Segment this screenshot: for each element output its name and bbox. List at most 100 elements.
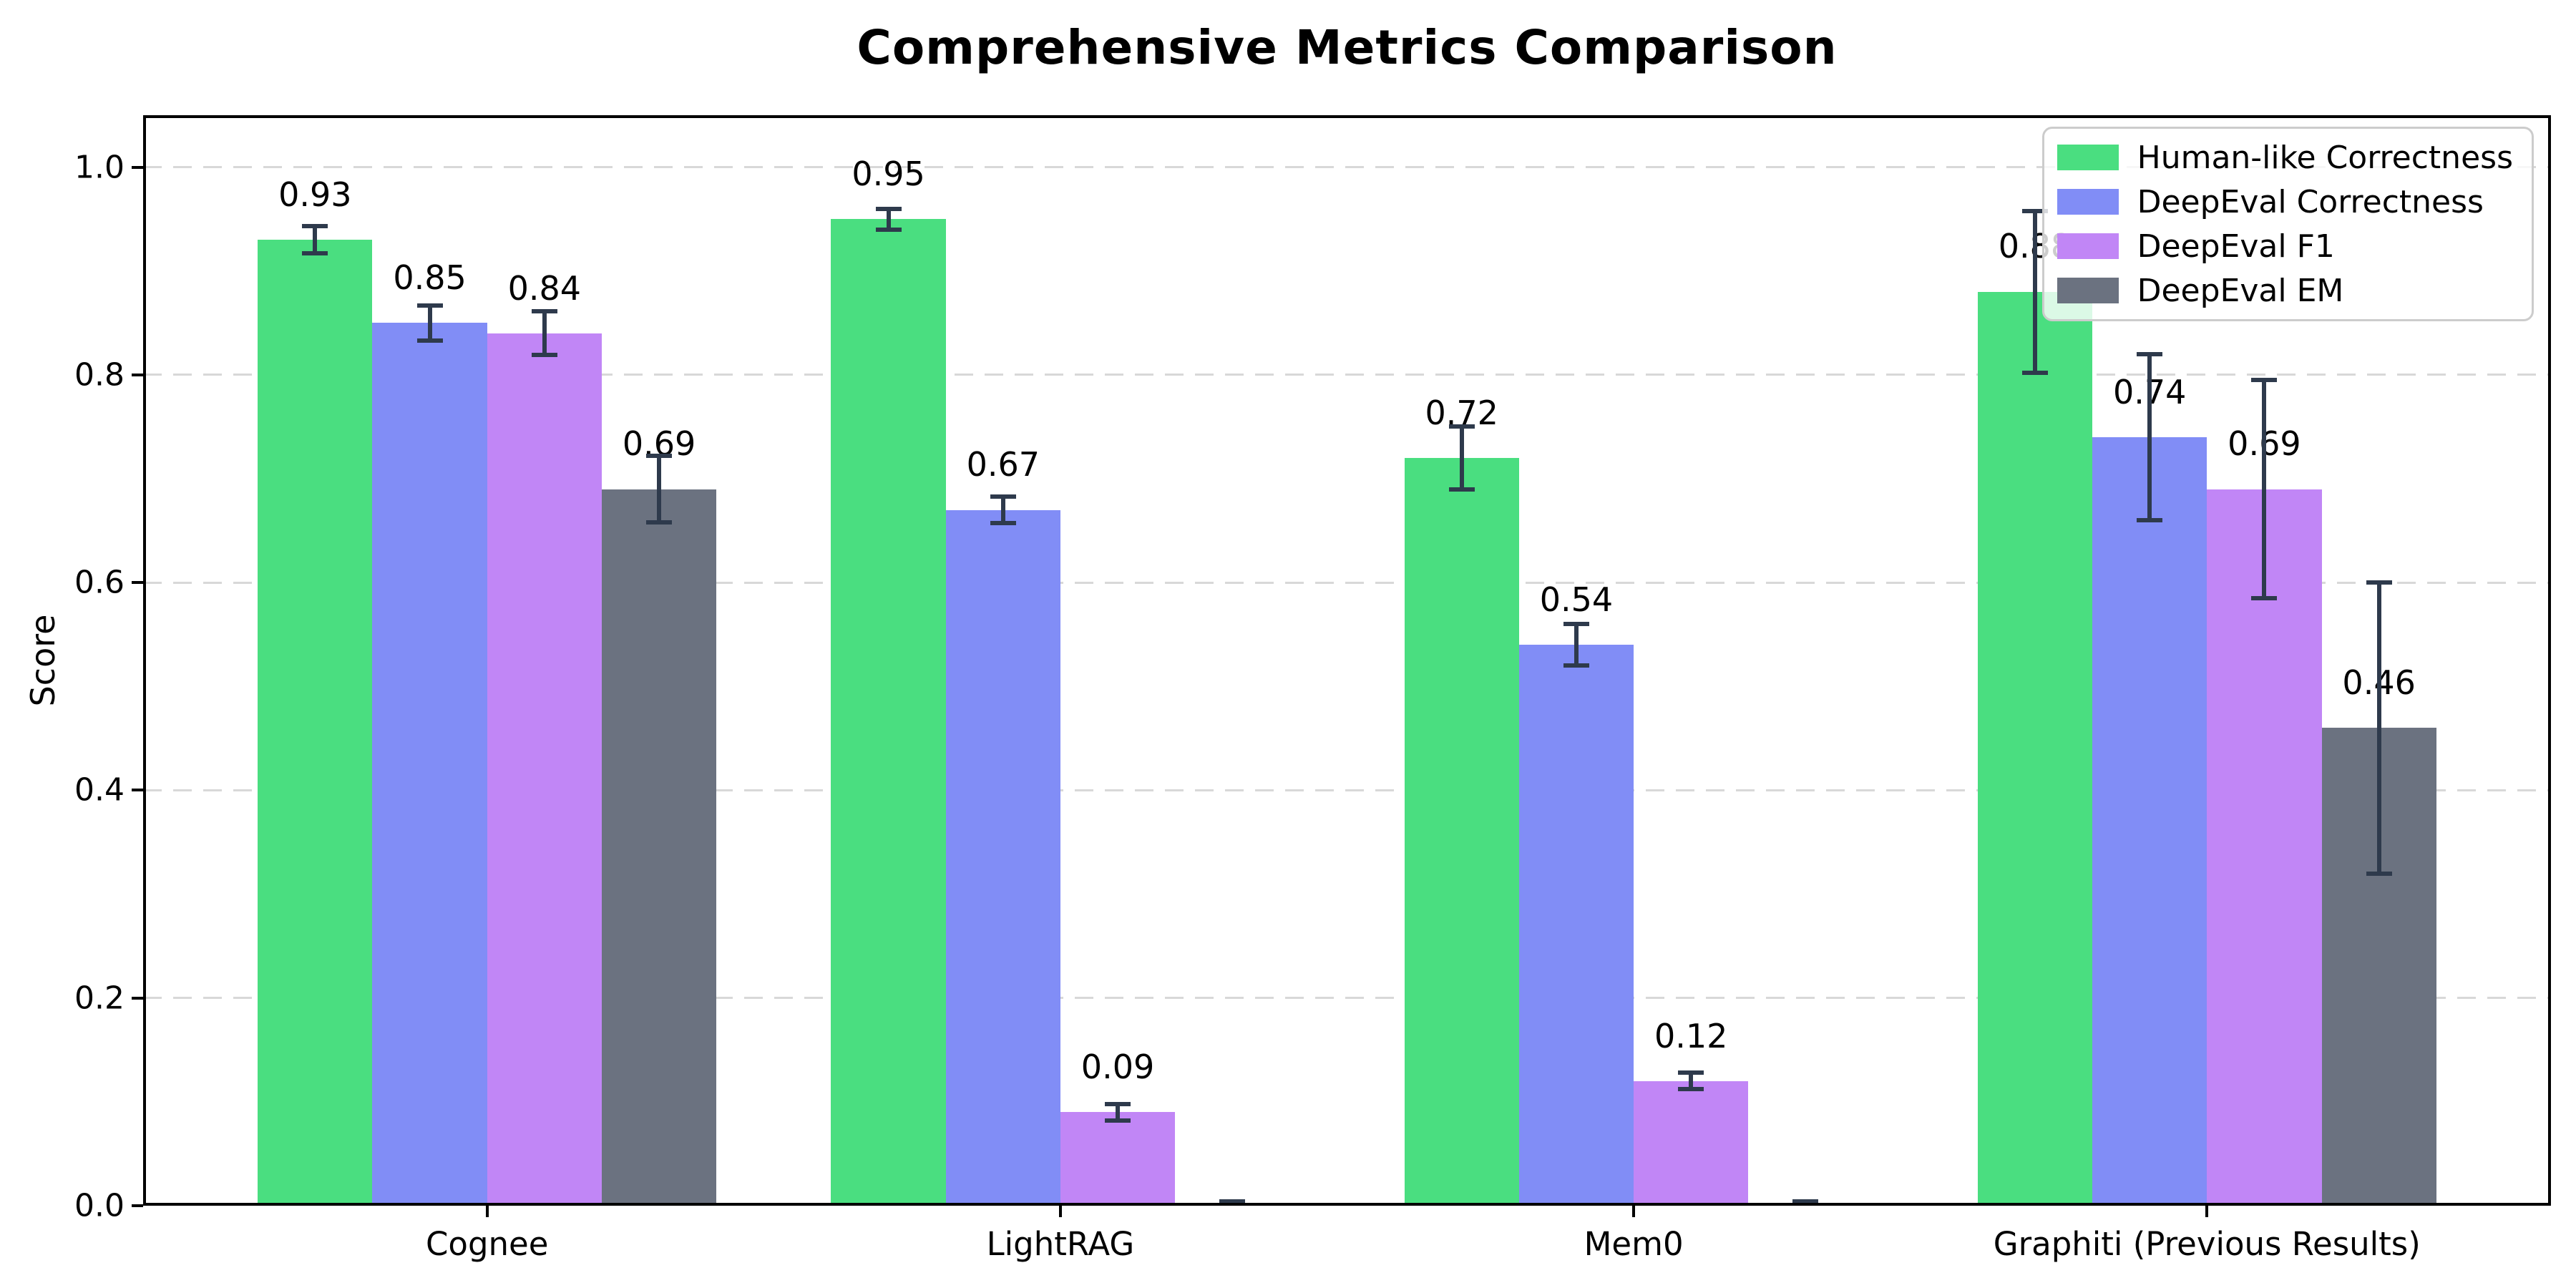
error-bar-cap bbox=[2366, 580, 2392, 585]
bar-value-label: 0.09 bbox=[1080, 1048, 1155, 1087]
error-bar bbox=[2262, 380, 2267, 598]
error-bar bbox=[2147, 353, 2152, 521]
bar bbox=[1060, 1112, 1176, 1206]
legend-item: Human-like Correctness bbox=[2057, 137, 2513, 177]
y-tick bbox=[132, 789, 143, 792]
error-bar-cap bbox=[1678, 1070, 1704, 1075]
x-tick bbox=[2205, 1206, 2209, 1217]
error-bar-cap bbox=[2021, 370, 2048, 375]
bar bbox=[2092, 436, 2207, 1206]
error-bar-cap bbox=[1792, 1199, 1819, 1204]
bar bbox=[1518, 645, 1634, 1206]
y-tick-label: 0.0 bbox=[74, 1187, 125, 1224]
error-bar-cap bbox=[875, 227, 902, 232]
bar bbox=[2207, 489, 2322, 1206]
chart-title: Comprehensive Metrics Comparison bbox=[857, 20, 1838, 75]
gridline bbox=[143, 789, 2551, 791]
error-bar-cap bbox=[2137, 351, 2163, 356]
legend-label: DeepEval EM bbox=[2137, 272, 2344, 309]
bar-value-label: 0.67 bbox=[966, 445, 1040, 484]
bar-value-label: 0.54 bbox=[1539, 580, 1614, 619]
bar-value-label: 0.85 bbox=[393, 258, 467, 297]
x-tick bbox=[1632, 1206, 1636, 1217]
error-bar-cap bbox=[1678, 1087, 1704, 1092]
bar-value-label: 0.12 bbox=[1654, 1016, 1728, 1055]
error-bar-cap bbox=[2021, 208, 2048, 213]
error-bar bbox=[1689, 1073, 1694, 1090]
x-tick-label: Graphiti (Previous Results) bbox=[1993, 1225, 2421, 1263]
legend-swatch bbox=[2057, 278, 2119, 303]
x-tick-label: Cognee bbox=[425, 1225, 549, 1263]
error-bar bbox=[427, 305, 432, 341]
error-bar-cap bbox=[416, 303, 443, 308]
error-bar-cap bbox=[1563, 622, 1589, 627]
y-tick-label: 0.6 bbox=[74, 564, 125, 601]
y-tick bbox=[132, 996, 143, 1000]
legend-swatch bbox=[2057, 233, 2119, 259]
error-bar-cap bbox=[1219, 1199, 1246, 1204]
legend-item: DeepEval F1 bbox=[2057, 226, 2513, 266]
bar bbox=[1977, 291, 2093, 1206]
axis-spine-top bbox=[143, 115, 2551, 118]
plot-area: Human-like Correctness DeepEval Correctne… bbox=[143, 115, 2551, 1206]
gridline bbox=[143, 166, 2551, 169]
error-bar-cap bbox=[2251, 378, 2278, 383]
bar bbox=[1404, 457, 1519, 1206]
gridline bbox=[143, 374, 2551, 376]
error-bar-cap bbox=[1448, 487, 1475, 492]
legend: Human-like Correctness DeepEval Correctne… bbox=[2041, 127, 2534, 321]
y-tick-label: 1.0 bbox=[74, 149, 125, 186]
x-tick-label: LightRAG bbox=[986, 1225, 1135, 1263]
gridline bbox=[143, 997, 2551, 1000]
legend-item: DeepEval Correctness bbox=[2057, 182, 2513, 222]
y-tick-label: 0.8 bbox=[74, 356, 125, 394]
bar bbox=[487, 333, 602, 1206]
bar-value-label: 0.95 bbox=[852, 154, 925, 193]
legend-label: Human-like Correctness bbox=[2137, 139, 2513, 176]
bar bbox=[1634, 1080, 1749, 1206]
error-bar-cap bbox=[1563, 663, 1589, 668]
legend-label: DeepEval Correctness bbox=[2137, 183, 2484, 220]
bar bbox=[372, 323, 487, 1206]
y-tick bbox=[132, 373, 143, 376]
error-bar bbox=[1000, 496, 1005, 524]
x-tick-label: Mem0 bbox=[1584, 1225, 1684, 1263]
legend-item: DeepEval EM bbox=[2057, 270, 2513, 311]
y-tick bbox=[132, 581, 143, 585]
axis-spine-bottom bbox=[143, 1203, 2551, 1206]
error-bar-cap bbox=[2251, 595, 2278, 600]
y-tick-label: 0.4 bbox=[74, 771, 125, 809]
bar bbox=[258, 240, 373, 1206]
error-bar-cap bbox=[646, 454, 673, 459]
error-bar-cap bbox=[1105, 1118, 1131, 1123]
y-axis-label: Score bbox=[24, 614, 62, 707]
error-bar-cap bbox=[302, 224, 328, 229]
error-bar-cap bbox=[2137, 518, 2163, 523]
error-bar-cap bbox=[2366, 871, 2392, 876]
error-bar bbox=[542, 311, 547, 356]
error-bar-cap bbox=[875, 206, 902, 211]
error-bar-cap bbox=[990, 521, 1016, 526]
bar bbox=[831, 219, 946, 1206]
axis-spine-left bbox=[143, 115, 146, 1206]
bar-value-label: 0.93 bbox=[278, 175, 352, 214]
error-bar bbox=[1574, 624, 1579, 666]
y-tick bbox=[132, 1204, 143, 1207]
error-bar bbox=[886, 208, 891, 230]
error-bar bbox=[2032, 210, 2037, 373]
error-bar bbox=[2376, 582, 2381, 874]
error-bar bbox=[313, 226, 318, 254]
legend-label: DeepEval F1 bbox=[2137, 228, 2335, 265]
error-bar-cap bbox=[1448, 424, 1475, 429]
gridline bbox=[143, 581, 2551, 584]
x-tick bbox=[1058, 1206, 1062, 1217]
error-bar bbox=[1459, 426, 1464, 489]
error-bar-cap bbox=[1105, 1101, 1131, 1106]
error-bar-cap bbox=[646, 519, 673, 525]
bar-value-label: 0.84 bbox=[507, 268, 582, 308]
bar bbox=[601, 489, 717, 1206]
y-tick bbox=[132, 165, 143, 169]
y-tick-label: 0.2 bbox=[74, 980, 125, 1017]
error-bar-cap bbox=[990, 494, 1016, 499]
error-bar-cap bbox=[416, 338, 443, 343]
